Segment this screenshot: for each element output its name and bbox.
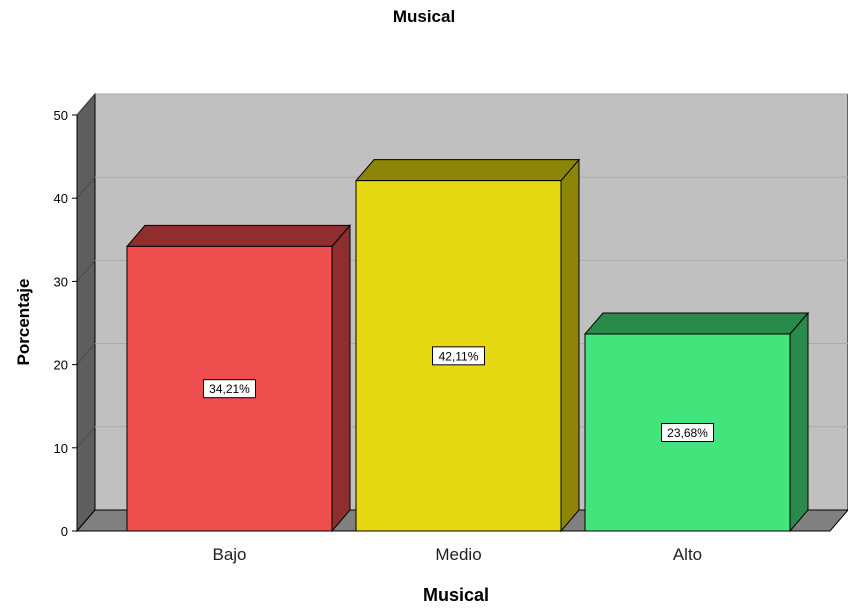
left-wall — [76, 92, 96, 533]
data-label-text: 34,21% — [209, 382, 250, 396]
x-tick-label: Medio — [435, 545, 481, 564]
x-tick-label: Bajo — [212, 545, 246, 564]
x-axis-label: Musical — [422, 585, 490, 605]
gridline-side — [76, 343, 96, 365]
bar-medio: 42,11% — [354, 158, 581, 533]
gridline-side — [76, 426, 96, 449]
bar-alto: 23,68% — [583, 311, 810, 533]
data-label-text: 42,11% — [439, 349, 479, 363]
data-label-box — [432, 346, 485, 366]
bar-top — [354, 159, 581, 182]
bar-side — [789, 311, 809, 533]
bar-top — [125, 224, 352, 247]
y-tick-label: 0 — [61, 524, 68, 539]
data-label-text: 23,68% — [667, 426, 708, 440]
bar-side — [560, 158, 580, 533]
data-label-box — [203, 379, 256, 399]
gridline-side — [76, 176, 96, 199]
bar-top — [583, 312, 810, 335]
y-axis-label: Porcentaje — [14, 278, 33, 366]
y-tick-label: 30 — [54, 274, 68, 289]
data-label: 34,21% — [203, 379, 256, 399]
y-tick-label: 10 — [54, 441, 68, 456]
bar-bajo: 34,21% — [125, 224, 352, 533]
y-tick-label: 40 — [54, 191, 68, 206]
bar-side — [331, 224, 351, 533]
data-label-box — [661, 422, 714, 442]
data-label: 42,11% — [432, 346, 485, 366]
chart-title: Musical — [392, 7, 456, 26]
gridline-side — [76, 260, 96, 282]
gridline-side — [76, 93, 96, 116]
x-tick-label: Alto — [673, 545, 702, 564]
y-tick-label: 20 — [54, 358, 68, 373]
y-tick-label: 50 — [54, 108, 68, 123]
data-label: 23,68% — [661, 422, 714, 442]
